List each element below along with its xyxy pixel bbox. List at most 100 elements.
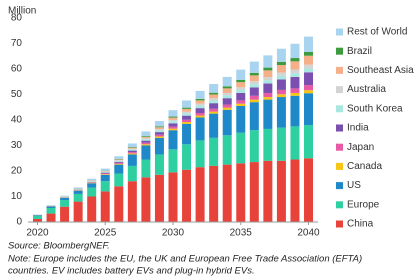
bar-segment [263, 55, 273, 68]
bar-segment [100, 174, 110, 175]
bar-segment [263, 67, 273, 71]
bar-segment [290, 159, 300, 222]
bar-segment [154, 130, 164, 133]
legend-swatch [336, 162, 343, 170]
bar-segment [154, 121, 164, 127]
bar-segment [276, 127, 286, 161]
y-tick-label: 60 [11, 64, 23, 75]
bar-segment [263, 77, 273, 81]
x-tick-label: 2030 [162, 228, 185, 239]
bar-segment [168, 110, 178, 117]
bar-segment [263, 92, 273, 98]
bar-segment [154, 154, 164, 175]
bar-segment [249, 72, 259, 76]
bar-segment [209, 92, 219, 95]
bar-segment [60, 200, 70, 207]
y-tick-label: 40 [11, 115, 23, 126]
bar-segment [127, 147, 137, 149]
bar-segment [304, 125, 314, 159]
bar-segment [100, 170, 110, 172]
bar-segment [236, 132, 246, 164]
bar-segment [195, 98, 205, 101]
bar-segment [195, 90, 205, 99]
bar-segment [114, 156, 124, 160]
bar-segment [168, 116, 178, 118]
bar-segment [195, 112, 205, 116]
y-tick-label: 50 [11, 89, 23, 100]
bar-segment [276, 160, 286, 222]
bar-segment [141, 131, 151, 137]
bar-segment [195, 167, 205, 222]
bar-segment [209, 100, 219, 104]
bar-segment [236, 82, 246, 88]
bar-segment [46, 206, 56, 208]
bar-segment [236, 163, 246, 222]
bar-segment [127, 148, 137, 150]
bar-segment [304, 68, 314, 73]
bar-segment [290, 58, 300, 62]
bar-segment [222, 107, 232, 110]
legend-swatch [336, 47, 343, 55]
bar-segment [182, 111, 192, 114]
bar-segment [263, 160, 273, 222]
bar-segment [276, 89, 286, 95]
bar-segment [60, 206, 70, 222]
bar-segment [87, 183, 97, 188]
bar-segment [222, 86, 232, 89]
bar-segment [249, 81, 259, 85]
bar-segment [141, 140, 151, 143]
bar-segment [222, 88, 232, 93]
bar-segment [182, 169, 192, 222]
bar-segment [290, 61, 300, 70]
y-tick-label: 30 [11, 140, 23, 151]
x-tick-label: 2025 [94, 228, 117, 239]
bar-segment [141, 159, 151, 178]
bar-segment [114, 160, 124, 161]
bar-segment [168, 172, 178, 222]
bar-segment [127, 152, 137, 154]
source-note: Source: BloombergNEF. [8, 241, 110, 252]
bar-segment [168, 128, 178, 131]
bar-segment [304, 72, 314, 86]
bar-segment [290, 73, 300, 77]
bar-segment [141, 136, 151, 137]
bar-segment [195, 103, 205, 106]
bar-segment [154, 132, 164, 135]
bar-segment [114, 173, 124, 187]
bar-segment [168, 119, 178, 122]
legend-swatch [336, 28, 343, 36]
legend-label: US [347, 180, 361, 191]
bar-segment [182, 119, 192, 123]
bar-segment [304, 93, 314, 126]
bar-segment [114, 160, 124, 162]
legend-label: Southeast Asia [347, 65, 414, 76]
bar-segment [87, 182, 97, 183]
bar-segment [114, 163, 124, 165]
bar-segment [276, 61, 286, 66]
bar-segment [304, 36, 314, 52]
bar-segment [263, 97, 273, 100]
note: Note: Europe includes the EU, the UK and… [8, 254, 362, 265]
bar-segment [154, 136, 164, 138]
bar-segment [73, 187, 83, 189]
bar-segment [195, 140, 205, 168]
bar-segment [290, 76, 300, 89]
x-tick-label: 2020 [26, 228, 49, 239]
bar-segment [100, 171, 110, 172]
bar-segment [263, 70, 273, 78]
bar-segment [263, 83, 273, 93]
bar-segment [304, 64, 314, 69]
bar-segment [141, 136, 151, 139]
bar-segment [127, 150, 137, 153]
bar-segment [127, 143, 137, 148]
legend-label: Rest of World [347, 27, 407, 38]
bar-segment [114, 164, 124, 174]
bar-segment [87, 182, 97, 184]
bar-segment [100, 173, 110, 175]
bar-segment [182, 123, 192, 145]
bar-segment [141, 138, 151, 140]
bar-segment [236, 100, 246, 104]
bar-segment [168, 126, 178, 129]
bar-segment [276, 97, 286, 128]
